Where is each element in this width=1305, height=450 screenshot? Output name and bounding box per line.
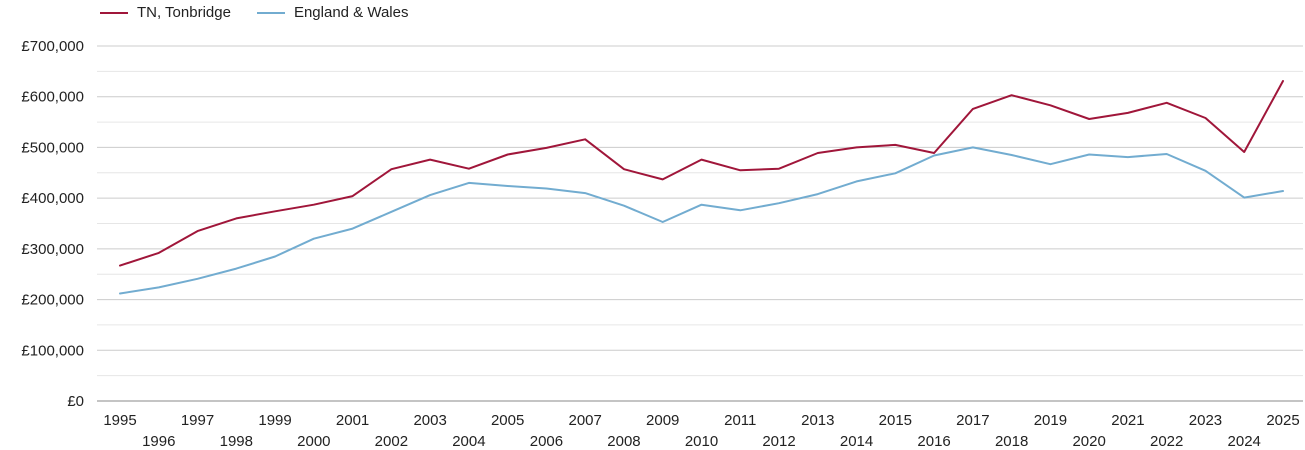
x-tick-label: 2000 xyxy=(297,433,330,450)
x-tick-label: 2015 xyxy=(879,412,912,429)
x-tick-label: 2002 xyxy=(375,433,408,450)
x-tick-label: 1995 xyxy=(103,412,136,429)
y-tick-label: £700,000 xyxy=(21,38,84,55)
x-tick-label: 2010 xyxy=(685,433,718,450)
x-tick-label: 2012 xyxy=(762,433,795,450)
series-line-1 xyxy=(119,146,1284,295)
y-tick-label: £200,000 xyxy=(21,292,84,309)
y-tick-label: £0 xyxy=(67,393,84,410)
x-tick-label: 2005 xyxy=(491,412,524,429)
legend-label-tonbridge: TN, Tonbridge xyxy=(137,4,231,21)
x-tick-label: 1998 xyxy=(220,433,253,450)
x-tick-label: 2018 xyxy=(995,433,1028,450)
x-tick-label: 2016 xyxy=(917,433,950,450)
legend-swatch-tonbridge xyxy=(100,11,128,14)
x-tick-label: 2019 xyxy=(1034,412,1067,429)
x-tick-label: 2007 xyxy=(569,412,602,429)
y-tick-label: £400,000 xyxy=(21,190,84,207)
x-tick-label: 2014 xyxy=(840,433,873,450)
y-tick-label: £300,000 xyxy=(21,241,84,258)
x-tick-label: 1996 xyxy=(142,433,175,450)
x-tick-label: 2011 xyxy=(724,412,756,429)
series-line-0 xyxy=(119,80,1284,267)
x-tick-label: 2021 xyxy=(1111,412,1144,429)
x-tick-label: 2003 xyxy=(413,412,446,429)
x-tick-label: 2013 xyxy=(801,412,834,429)
legend-label-england-wales: England & Wales xyxy=(293,4,409,21)
x-tick-label: 2004 xyxy=(452,433,485,450)
x-tick-label: 1999 xyxy=(258,412,291,429)
x-tick-label: 2025 xyxy=(1266,412,1299,429)
legend-item-tonbridge[interactable]: TN, Tonbridge xyxy=(100,4,231,21)
y-tick-label: £600,000 xyxy=(21,89,84,106)
x-tick-label: 2020 xyxy=(1072,433,1105,450)
x-tick-label: 2017 xyxy=(956,412,989,429)
x-tick-label: 2001 xyxy=(336,412,369,429)
legend-item-england-wales[interactable]: England & Wales xyxy=(256,4,409,21)
y-tick-label: £100,000 xyxy=(21,342,84,359)
chart-legend: TN, Tonbridge England & Wales xyxy=(100,4,408,21)
x-tick-label: 2024 xyxy=(1228,433,1261,450)
legend-swatch-england-wales xyxy=(256,11,285,14)
x-tick-label: 2023 xyxy=(1189,412,1222,429)
x-tick-label: 2008 xyxy=(607,433,640,450)
y-tick-label: £500,000 xyxy=(21,139,84,156)
x-tick-label: 1997 xyxy=(181,412,214,429)
x-tick-label: 2022 xyxy=(1150,433,1183,450)
x-tick-label: 2006 xyxy=(530,433,563,450)
x-tick-label: 2009 xyxy=(646,412,679,429)
